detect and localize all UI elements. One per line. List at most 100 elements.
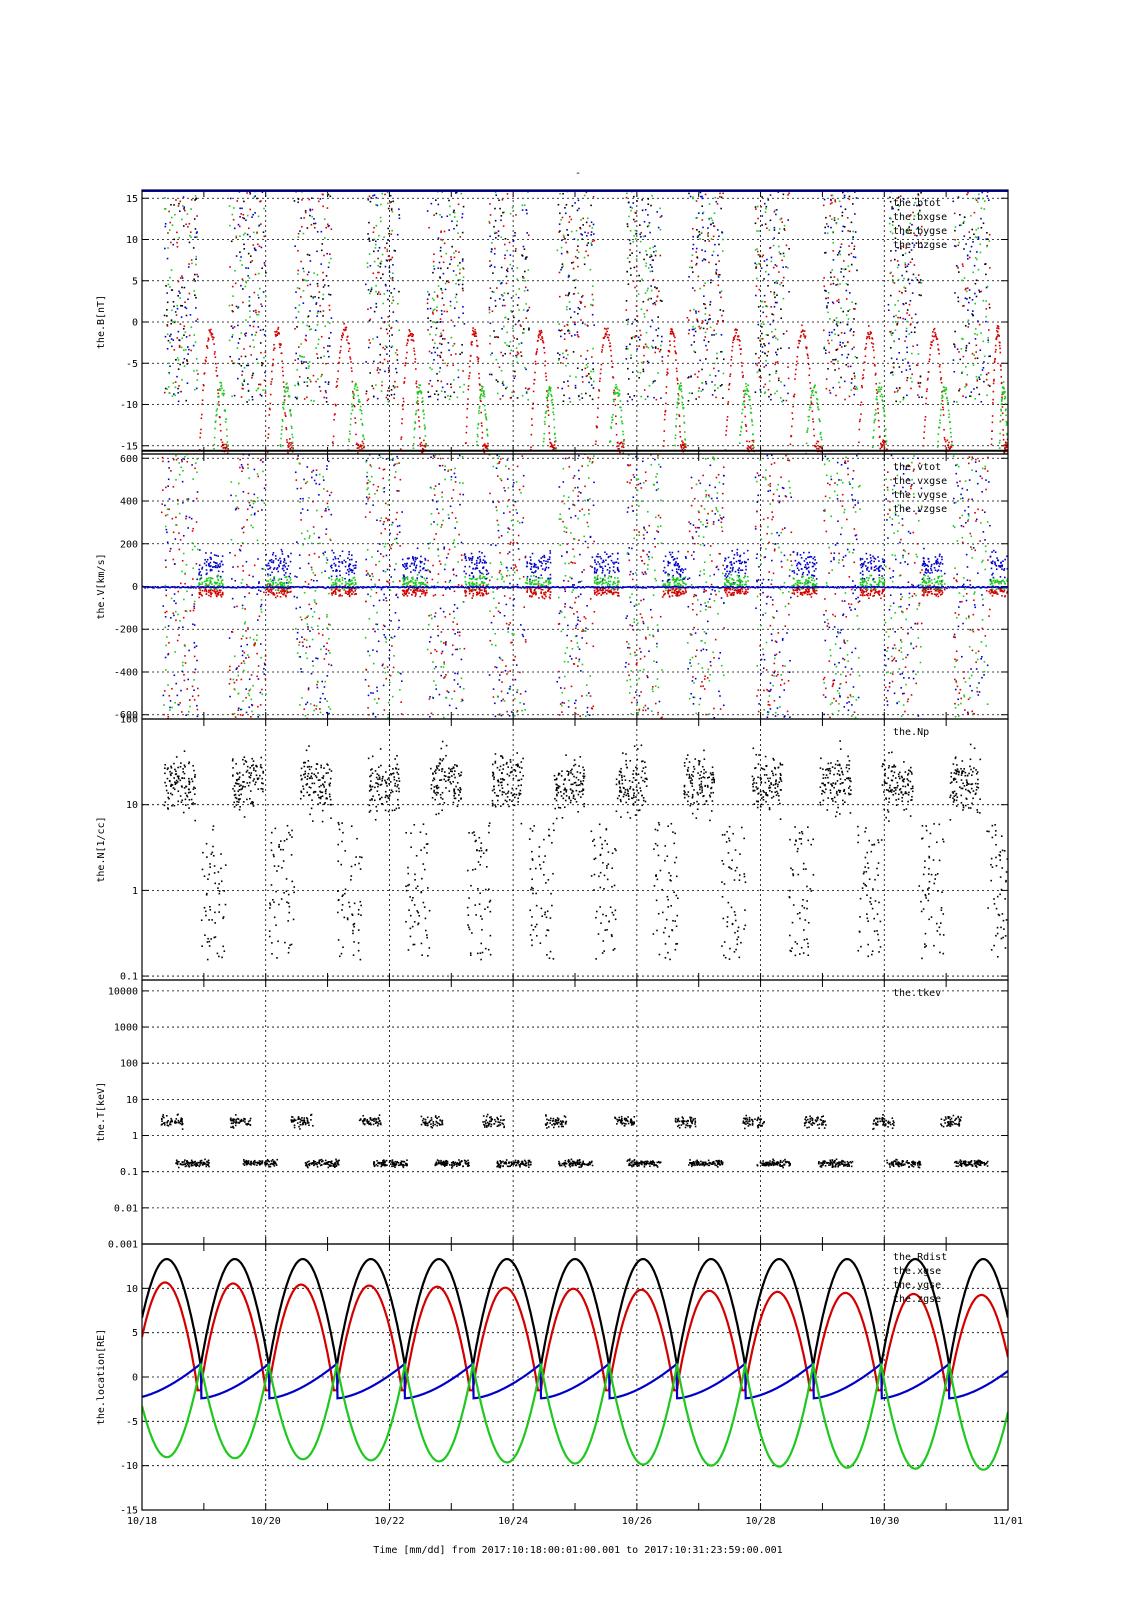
point-the.bxgse bbox=[696, 318, 698, 321]
point-the.bxgse bbox=[542, 341, 545, 344]
point-the.bzgse bbox=[516, 158, 518, 160]
point-the.bygse bbox=[961, 279, 963, 282]
point-the.bxgse bbox=[716, 203, 719, 205]
point-the.bxgse bbox=[864, 355, 867, 358]
point-the.bxgse bbox=[213, 353, 216, 355]
point-the.bzgse bbox=[645, 146, 647, 148]
point-the.btot bbox=[184, 144, 186, 146]
point-the.btot bbox=[435, 212, 438, 215]
point-the.btot bbox=[852, 331, 855, 333]
point-the.bygse bbox=[423, 417, 425, 420]
point-the.vygse bbox=[182, 664, 184, 667]
point-the.bygse bbox=[711, 219, 714, 222]
point-the.btot bbox=[558, 358, 560, 360]
point-the.bxgse bbox=[810, 396, 812, 399]
point-the.bygse bbox=[380, 220, 382, 223]
point-the.btot bbox=[631, 142, 633, 144]
point-the.bygse bbox=[832, 231, 834, 233]
point-the.bygse bbox=[484, 414, 487, 416]
point-the.btot bbox=[709, 303, 711, 306]
point-the.bygse bbox=[1006, 432, 1008, 435]
point-the.btot bbox=[567, 294, 569, 297]
point-the.bygse bbox=[844, 344, 847, 347]
point-the.bxgse bbox=[934, 335, 937, 337]
point-the.bygse bbox=[644, 292, 647, 294]
point-the.btot bbox=[961, 372, 963, 374]
point-the.bygse bbox=[168, 372, 171, 375]
point-the.btot bbox=[919, 209, 921, 212]
point-the.bzgse bbox=[453, 307, 456, 309]
point-the.bxgse bbox=[323, 346, 325, 349]
point-the.bxgse bbox=[467, 388, 470, 391]
point-the.btot bbox=[897, 196, 900, 199]
point-the.bzgse bbox=[910, 331, 913, 334]
point-the.bygse bbox=[617, 391, 619, 394]
point-the.bxgse bbox=[967, 157, 969, 159]
point-the.bxgse bbox=[282, 374, 284, 377]
point-the.bygse bbox=[394, 171, 396, 173]
point-the.bzgse bbox=[756, 162, 758, 164]
point-the.bxgse bbox=[860, 384, 863, 387]
point-the.bxgse bbox=[276, 334, 279, 336]
point-the.bygse bbox=[370, 286, 373, 289]
point-the.btot bbox=[313, 222, 315, 225]
point-the.bzgse bbox=[965, 396, 967, 399]
point-the.bygse bbox=[433, 291, 436, 293]
point-the.btot bbox=[436, 372, 438, 375]
point-the.bxgse bbox=[298, 287, 301, 290]
point-the.bzgse bbox=[488, 373, 491, 376]
point-the.bxgse bbox=[616, 445, 618, 448]
point-the.bygse bbox=[429, 366, 431, 369]
point-the.bzgse bbox=[245, 332, 247, 335]
point-the.btot bbox=[502, 211, 504, 214]
point-the.bygse bbox=[691, 254, 694, 256]
point-the.btot bbox=[382, 273, 384, 276]
point-the.bzgse bbox=[829, 392, 832, 394]
point-the.btot bbox=[840, 141, 842, 143]
point-the.btot bbox=[508, 345, 510, 347]
point-the.bxgse bbox=[867, 331, 869, 334]
point-the.bxgse bbox=[833, 362, 835, 365]
point-the.bygse bbox=[501, 294, 504, 296]
point-the.bygse bbox=[1000, 409, 1002, 412]
point-the.btot bbox=[893, 362, 895, 364]
point-the.bxgse bbox=[290, 444, 292, 446]
point-the.bzgse bbox=[449, 300, 452, 303]
point-the.bxgse bbox=[947, 446, 950, 449]
point-the.btot bbox=[302, 181, 304, 183]
point-the.bzgse bbox=[956, 348, 959, 351]
point-the.bzgse bbox=[164, 247, 166, 250]
point-the.bzgse bbox=[987, 339, 989, 341]
point-the.bxgse bbox=[222, 443, 224, 446]
point-the.bxgse bbox=[913, 264, 916, 266]
point-the.bxgse bbox=[298, 376, 301, 378]
point-the.bxgse bbox=[640, 186, 642, 188]
point-the.bygse bbox=[587, 217, 589, 220]
point-the.bxgse bbox=[591, 240, 594, 243]
point-the.btot bbox=[440, 351, 443, 354]
point-the.bxgse bbox=[613, 389, 615, 392]
point-the.bxgse bbox=[797, 339, 800, 342]
point-the.bxgse bbox=[489, 260, 491, 262]
point-the.bxgse bbox=[865, 342, 868, 345]
point-the.btot bbox=[774, 165, 776, 167]
point-the.bygse bbox=[424, 426, 426, 429]
point-the.btot bbox=[297, 198, 300, 200]
point-the.bygse bbox=[577, 292, 580, 295]
point-the.btot bbox=[711, 334, 713, 336]
point-the.bzgse bbox=[703, 339, 706, 342]
point-the.bxgse bbox=[991, 415, 994, 417]
point-the.bxgse bbox=[821, 446, 823, 448]
point-the.bzgse bbox=[295, 316, 298, 319]
point-the.btot bbox=[764, 140, 766, 142]
point-the.bxgse bbox=[440, 238, 442, 241]
point-the.bxgse bbox=[566, 251, 569, 254]
point-the.bxgse bbox=[508, 175, 510, 177]
point-the.bxgse bbox=[326, 223, 329, 226]
point-the.bxgse bbox=[686, 316, 689, 319]
point-the.bygse bbox=[450, 336, 453, 339]
point-the.bygse bbox=[263, 356, 265, 359]
point-the.bxgse bbox=[396, 386, 399, 388]
point-the.bygse bbox=[677, 397, 679, 400]
point-the.bxgse bbox=[176, 141, 178, 143]
